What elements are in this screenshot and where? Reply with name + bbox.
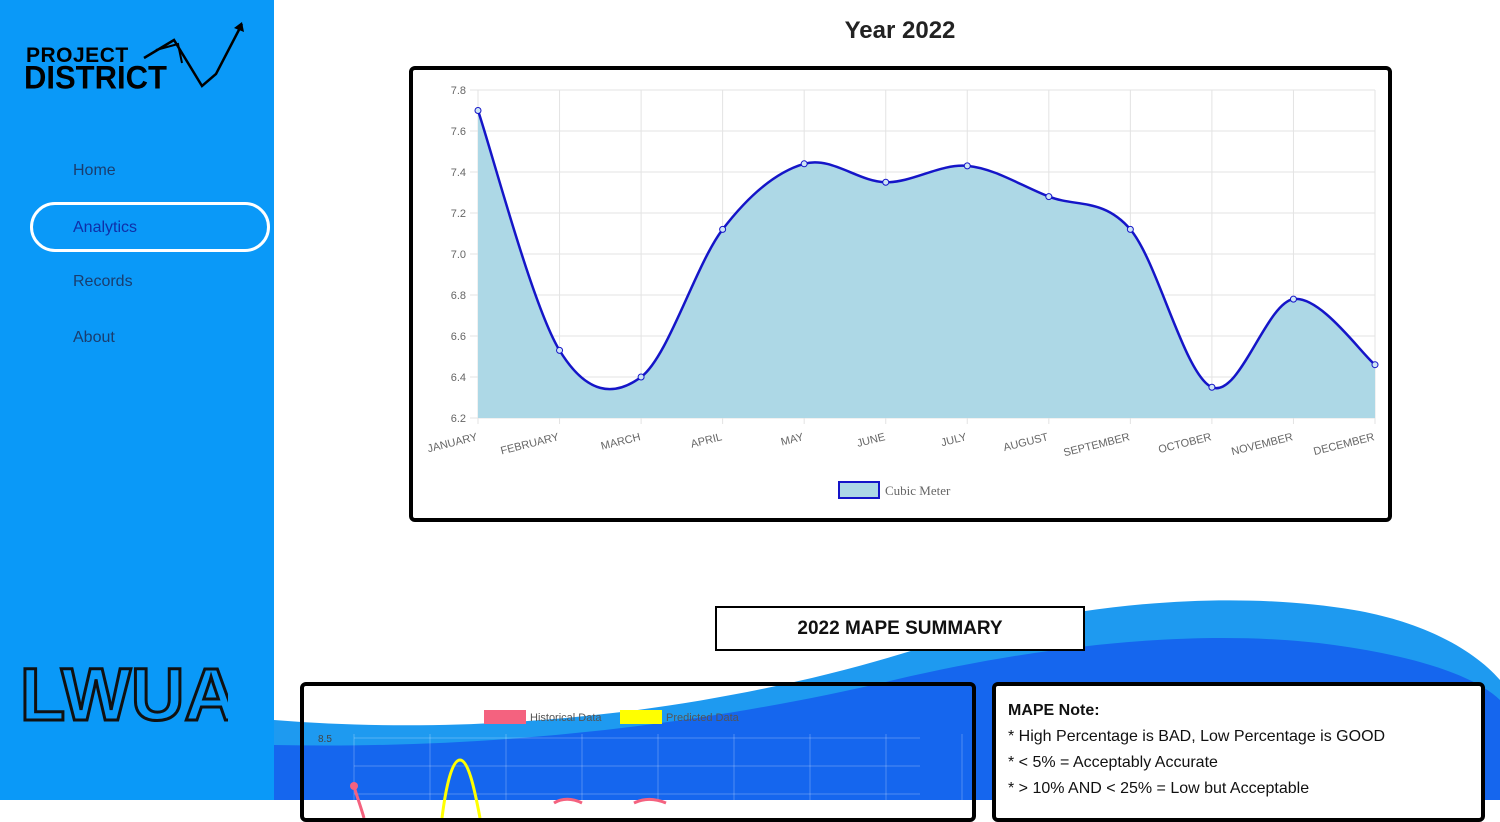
y-tick-label: 7.0 (451, 249, 466, 261)
mape-chart-card: 8.5 Historical Data Predicted Data (300, 682, 976, 822)
data-point (637, 373, 645, 381)
legend-swatch (838, 481, 880, 499)
y-tick-label: 6.2 (451, 413, 466, 425)
logo-arrow-graphic (143, 22, 244, 88)
data-point (556, 346, 564, 354)
x-tick-label: FEBRUARY (499, 431, 560, 457)
mape-note-line: * > 10% AND < 25% = Low but Acceptable (1008, 780, 1310, 797)
y-tick-label: 7.2 (451, 208, 466, 220)
x-tick-label: DECEMBER (1312, 431, 1375, 458)
x-tick-label: JANUARY (426, 431, 479, 455)
data-point (719, 225, 727, 233)
y-tick-label: 6.8 (451, 290, 466, 302)
x-tick-label: SEPTEMBER (1062, 431, 1131, 459)
logo-text-district: DISTRICT (24, 59, 167, 96)
y-tick-label: 7.4 (451, 167, 466, 179)
lwua-logo-text: LWUA (20, 653, 228, 730)
data-point (1289, 295, 1297, 303)
x-tick-label: MAY (780, 431, 806, 448)
x-tick-label: JUNE (856, 431, 887, 450)
series-line (476, 110, 1376, 391)
y-tick-label: 7.6 (451, 126, 466, 138)
data-point-historical (350, 782, 358, 790)
y-tick-label: 6.6 (451, 331, 466, 343)
series-predicted (440, 758, 482, 818)
mape-note-line: * < 5% = Acceptably Accurate (1008, 754, 1218, 771)
mape-note-line: * High Percentage is BAD, Low Percentage… (1008, 728, 1386, 745)
legend-label-historical: Historical Data (530, 712, 602, 724)
sidebar-item-analytics-label: Analytics (73, 219, 138, 236)
lwua-logo: LWUA (18, 650, 240, 738)
sidebar: PROJECT DISTRICT Home Analytics Records … (0, 0, 274, 800)
lwua-logo-graphic: LWUA (19, 652, 240, 738)
data-point (882, 178, 890, 186)
data-point (1045, 193, 1053, 201)
series-historical (352, 785, 366, 818)
sidebar-item-analytics[interactable]: Analytics (30, 202, 270, 252)
area-fill (478, 110, 1375, 418)
x-tick-label: NOVEMBER (1230, 431, 1294, 458)
project-district-logo: PROJECT DISTRICT (24, 18, 249, 98)
y-tick-label: 6.4 (451, 372, 466, 384)
monthly-chart-card: 7.8 7.6 7.4 7.2 7.0 6.8 6.6 6.4 6.2 JANUARY FEBRUA… (409, 66, 1392, 522)
data-point (1371, 361, 1379, 369)
legend-swatch-predicted (620, 710, 662, 724)
x-tick-label: MARCH (600, 431, 642, 452)
x-tick-label: OCTOBER (1157, 431, 1213, 456)
legend-label-predicted: Predicted Data (666, 712, 740, 724)
monthly-consumption-chart: 7.8 7.6 7.4 7.2 7.0 6.8 6.6 6.4 6.2 JANUARY FEBRUA… (426, 85, 1379, 499)
mape-note-heading: MAPE Note: (1008, 702, 1100, 719)
sidebar-item-home[interactable]: Home (73, 162, 116, 179)
data-point (800, 160, 808, 168)
legend-label: Cubic Meter (885, 483, 951, 498)
y-tick-label: 8.5 (318, 734, 332, 745)
x-tick-label: AUGUST (1002, 431, 1050, 454)
page-title: Year 2022 (844, 17, 956, 44)
data-point (1126, 225, 1134, 233)
logo-text-project: PROJECT (26, 44, 129, 67)
x-tick-label: APRIL (690, 431, 724, 450)
sidebar-item-about[interactable]: About (73, 329, 115, 346)
y-tick-label: 7.8 (451, 85, 466, 97)
mape-note-card: MAPE Note: * High Percentage is BAD, Low… (992, 682, 1485, 822)
data-point (963, 162, 971, 170)
legend-swatch-historical (484, 710, 526, 724)
mape-summary-title: 2022 MAPE SUMMARY (715, 606, 1085, 651)
x-tick-label: JULY (940, 431, 969, 449)
data-point (1208, 383, 1216, 391)
mape-chart: 8.5 Historical Data Predicted Data (318, 710, 963, 818)
data-point (474, 107, 482, 114)
sidebar-item-records[interactable]: Records (73, 273, 133, 290)
